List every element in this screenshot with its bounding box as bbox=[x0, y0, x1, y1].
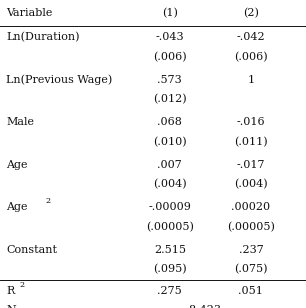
Text: 1: 1 bbox=[247, 75, 255, 85]
Text: .00020: .00020 bbox=[231, 202, 271, 213]
Text: Ln(Previous Wage): Ln(Previous Wage) bbox=[6, 75, 112, 85]
Text: (.004): (.004) bbox=[153, 179, 187, 189]
Text: Ln(Duration): Ln(Duration) bbox=[6, 32, 80, 43]
Text: (2): (2) bbox=[243, 8, 259, 18]
Text: 8 423: 8 423 bbox=[189, 306, 221, 308]
Text: -.016: -.016 bbox=[237, 117, 265, 128]
Text: Age: Age bbox=[6, 160, 28, 170]
Text: -.042: -.042 bbox=[237, 32, 265, 43]
Text: -.00009: -.00009 bbox=[148, 202, 191, 213]
Text: (.010): (.010) bbox=[153, 137, 187, 147]
Text: 2: 2 bbox=[20, 282, 25, 290]
Text: (.075): (.075) bbox=[234, 264, 268, 274]
Text: .275: .275 bbox=[158, 286, 182, 296]
Text: (.00005): (.00005) bbox=[146, 222, 194, 232]
Text: N: N bbox=[6, 306, 16, 308]
Text: .573: .573 bbox=[158, 75, 182, 85]
Text: .007: .007 bbox=[158, 160, 182, 170]
Text: Age: Age bbox=[6, 202, 28, 213]
Text: (1): (1) bbox=[162, 8, 178, 18]
Text: .237: .237 bbox=[239, 245, 263, 255]
Text: Constant: Constant bbox=[6, 245, 57, 255]
Text: .068: .068 bbox=[157, 117, 182, 128]
Text: (.006): (.006) bbox=[153, 52, 187, 62]
Text: (.095): (.095) bbox=[153, 264, 187, 274]
Text: 2: 2 bbox=[46, 197, 51, 205]
Text: (.004): (.004) bbox=[234, 179, 268, 189]
Text: (.011): (.011) bbox=[234, 137, 268, 147]
Text: .051: .051 bbox=[238, 286, 263, 296]
Text: (.012): (.012) bbox=[153, 94, 187, 104]
Text: -.017: -.017 bbox=[237, 160, 265, 170]
Text: 2.515: 2.515 bbox=[154, 245, 186, 255]
Text: Variable: Variable bbox=[6, 8, 53, 18]
Text: R: R bbox=[6, 286, 14, 296]
Text: (.006): (.006) bbox=[234, 52, 268, 62]
Text: -.043: -.043 bbox=[155, 32, 184, 43]
Text: (.00005): (.00005) bbox=[227, 222, 275, 232]
Text: Male: Male bbox=[6, 117, 34, 128]
